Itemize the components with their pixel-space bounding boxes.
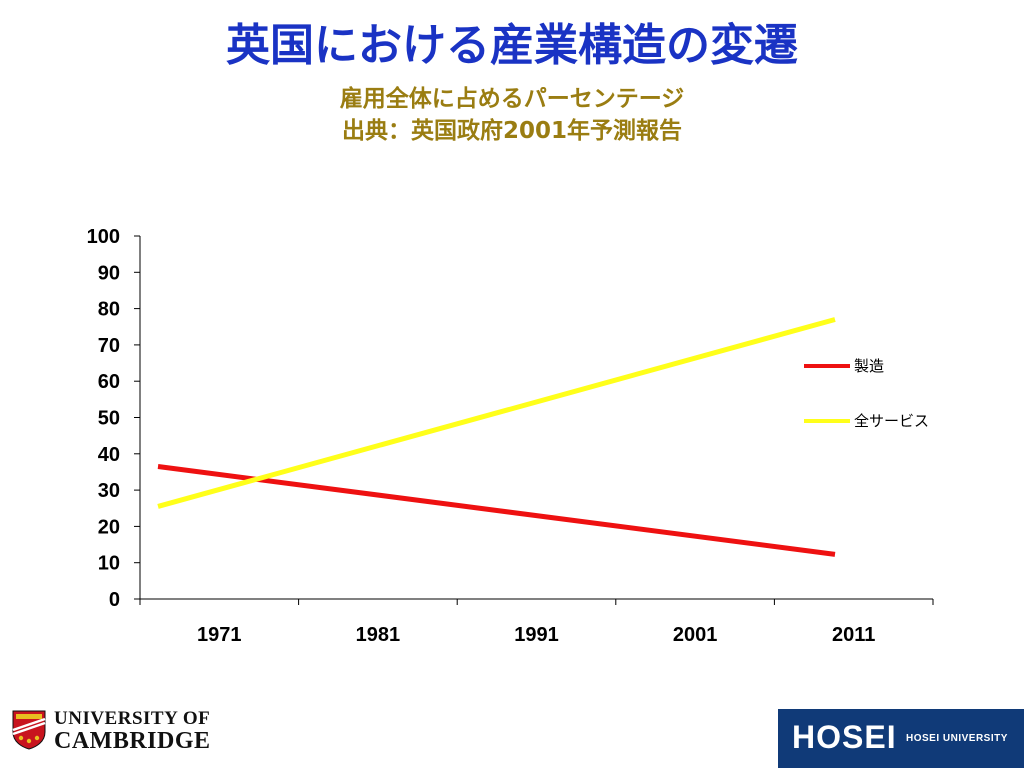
x-tick-label: 1991: [514, 624, 559, 646]
y-tick-label: 0: [109, 589, 120, 611]
chart-series: [157, 317, 836, 557]
legend-label-1: 全サービス: [854, 412, 929, 430]
y-tick-label: 90: [98, 262, 120, 284]
y-tick-label: 80: [98, 299, 120, 321]
y-tick-label: 20: [98, 516, 120, 538]
y-tick-label: 100: [87, 226, 120, 248]
slide-title: 英国における産業構造の変遷: [226, 20, 798, 71]
hosei-logo-wordmark: HOSEI: [792, 719, 897, 755]
legend-label-0: 製造: [854, 357, 884, 375]
hosei-logo-name: HOSEI UNIVERSITY: [906, 733, 1008, 744]
hosei-logo-banner: HOSEI HOSEI UNIVERSITY: [778, 709, 1024, 768]
y-tick-label: 50: [98, 408, 120, 430]
slide-source: 出典：英国政府2001年予測報告: [341, 118, 682, 144]
y-tick-label: 30: [98, 480, 120, 502]
cambridge-logo-line1: UNIVERSITY OF: [54, 708, 211, 729]
series-line-0: [157, 464, 836, 557]
line-chart: 0 10 20 30 40 50 60 70 80 90 100 1971 1981 1991 2001 20…: [87, 226, 934, 646]
cambridge-logo-line2: CAMBRIDGE: [54, 728, 211, 754]
x-tick-label: 1981: [356, 624, 401, 646]
chart-axes: 0 10 20 30 40 50 60 70 80 90 100 1971 1981 1991 2001 20…: [87, 226, 934, 646]
x-tick-label: 1971: [197, 624, 242, 646]
cambridge-logo: UNIVERSITY OF CAMBRIDGE: [12, 708, 232, 754]
x-tick-label: 2011: [832, 624, 875, 646]
y-tick-label: 70: [98, 335, 120, 357]
x-tick-label: 2001: [673, 624, 718, 646]
y-tick-label: 60: [98, 371, 120, 393]
y-tick-label: 10: [98, 553, 120, 575]
slide-subtitle: 雇用全体に占めるパーセンテージ: [339, 86, 685, 112]
series-line-1: [157, 317, 836, 509]
cambridge-shield-icon: [12, 710, 46, 750]
y-tick-label: 40: [98, 444, 120, 466]
